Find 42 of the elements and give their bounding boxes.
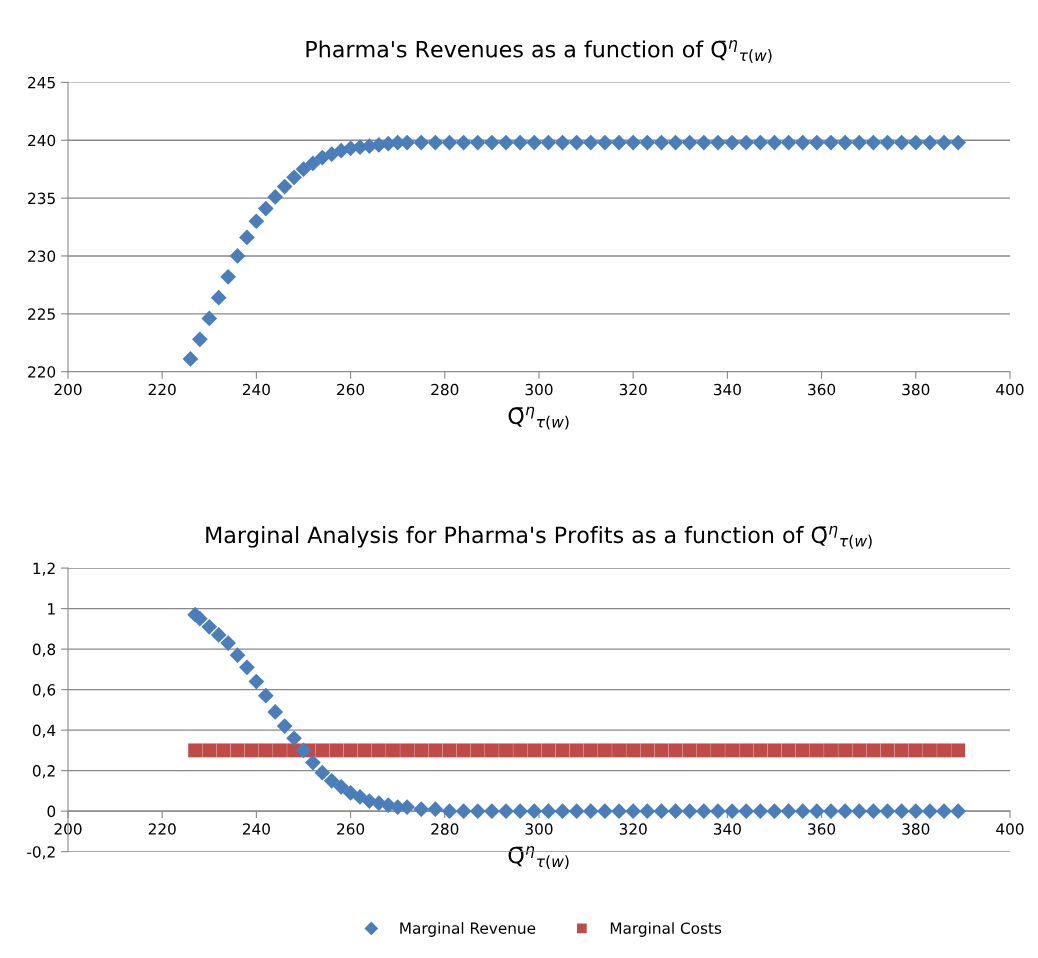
y-tick-label: 235 bbox=[28, 192, 55, 205]
y-tick-label: 240 bbox=[28, 134, 56, 147]
y-tick-label: 0,2 bbox=[32, 765, 55, 779]
chart-title: Marginal Analysis for Pharma's Profits as a function of Q̄$^{η}$$_{τ(w)}$ bbox=[206, 525, 872, 549]
chart-title: Pharma's Revenues as a function of Q̄$^{η}$$_{τ(w)}$ bbox=[306, 40, 772, 63]
x-tick-label: 320 bbox=[619, 383, 647, 396]
y-tick-label: 220 bbox=[28, 366, 56, 378]
y-tick-label: 1 bbox=[48, 603, 55, 615]
y-tick-label: 0,6 bbox=[32, 684, 56, 698]
x-tick-label: 320 bbox=[619, 823, 647, 835]
x-tick-label: 340 bbox=[713, 383, 741, 396]
x-tick-label: 220 bbox=[148, 383, 176, 396]
x-tick-label: 280 bbox=[431, 383, 459, 396]
x-tick-label: 260 bbox=[337, 383, 365, 396]
x-tick-label: 380 bbox=[902, 383, 930, 396]
y-tick-label: 0,4 bbox=[32, 724, 56, 738]
x-tick-label: 220 bbox=[148, 823, 176, 835]
x-tick-label: 240 bbox=[242, 823, 270, 835]
x-tick-label: 380 bbox=[902, 823, 930, 835]
y-tick-label: 245 bbox=[28, 76, 55, 89]
x-tick-label: 200 bbox=[54, 823, 82, 835]
y-tick-label: 1,2 bbox=[33, 562, 55, 576]
x-tick-label: 360 bbox=[808, 823, 836, 835]
x-axis-title: Q̄$^{η}$$_{τ(w)}$ bbox=[508, 846, 569, 869]
y-tick-label: 0,8 bbox=[32, 643, 56, 657]
y-tick-label: 230 bbox=[28, 250, 56, 262]
x-axis-title: Q̄$^{η}$$_{τ(w)}$ bbox=[508, 406, 569, 430]
y-tick-label: 0 bbox=[47, 805, 56, 818]
x-tick-label: 300 bbox=[525, 383, 553, 396]
x-tick-label: 360 bbox=[808, 383, 836, 396]
x-tick-label: 280 bbox=[431, 823, 459, 835]
x-tick-label: 300 bbox=[525, 823, 553, 835]
x-tick-label: 240 bbox=[242, 383, 270, 396]
y-tick-label: 225 bbox=[28, 308, 55, 320]
y-tick-label: -0,2 bbox=[27, 846, 55, 860]
x-tick-label: 400 bbox=[996, 823, 1024, 835]
legend-label: Marginal Costs bbox=[610, 922, 722, 937]
x-tick-label: 260 bbox=[337, 823, 365, 835]
x-tick-label: 400 bbox=[996, 383, 1024, 396]
x-tick-label: 200 bbox=[54, 383, 82, 396]
legend-label: Marginal Revenue bbox=[400, 922, 536, 937]
x-tick-label: 340 bbox=[713, 823, 741, 835]
